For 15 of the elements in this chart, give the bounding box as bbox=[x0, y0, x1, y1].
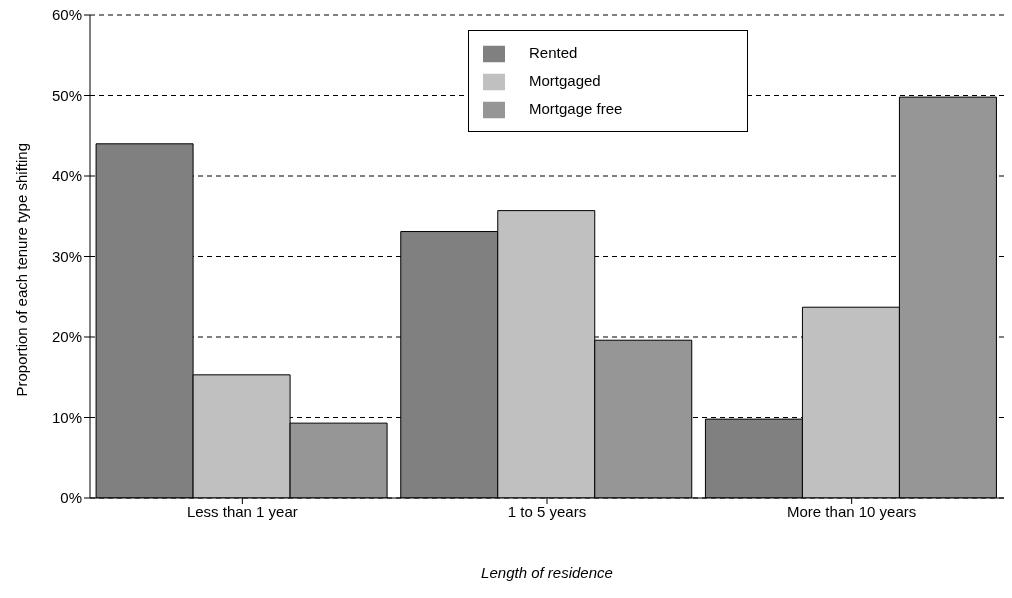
y-tick-label: 40% bbox=[51, 167, 82, 185]
legend-label: Mortgaged bbox=[529, 72, 601, 89]
y-tick-label: 50% bbox=[51, 86, 82, 104]
y-axis-title: Proportion of each tenure type shifting bbox=[13, 143, 31, 397]
legend-label: Mortgage free bbox=[529, 100, 623, 117]
legend-label: Rented bbox=[529, 44, 578, 61]
y-tick-label: 30% bbox=[51, 247, 82, 265]
x-tick-label: 1 to 5 years bbox=[507, 502, 587, 520]
x-tick-label: More than 10 years bbox=[787, 502, 917, 520]
x-axis-title: Length of residence bbox=[481, 564, 613, 581]
y-tick-label: 0% bbox=[60, 489, 82, 507]
y-tick-label: 10% bbox=[51, 408, 82, 426]
y-tick-label: 60% bbox=[51, 6, 82, 24]
y-tick-label: 20% bbox=[51, 328, 82, 346]
x-tick-label: Less than 1 year bbox=[186, 502, 298, 520]
